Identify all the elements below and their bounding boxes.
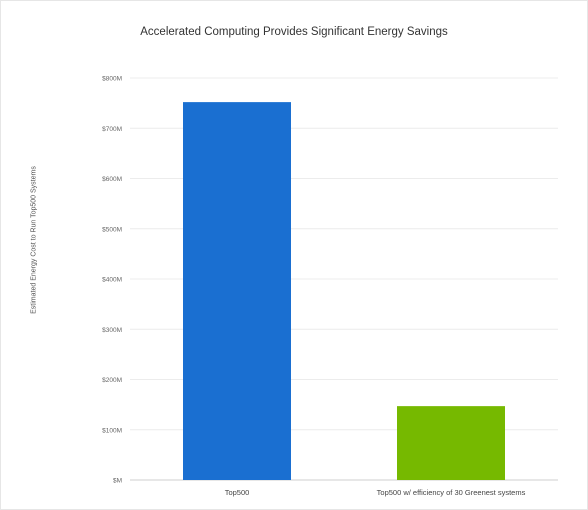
y-tick-label: $100M [102,427,122,434]
y-tick-label: $600M [102,176,122,183]
x-category-label: Top500 [225,488,250,497]
bar [397,406,505,480]
chart-title: Accelerated Computing Provides Significa… [140,26,448,38]
y-tick-label: $300M [102,327,122,334]
y-tick-label: $200M [102,377,122,384]
y-tick-label: $800M [102,76,122,83]
x-category-labels: Top500 Top500 w/ efficiency of 30 Greenes… [225,488,526,497]
bar [183,102,291,481]
bars [183,102,505,481]
y-tick-label: $500M [102,226,122,233]
x-category-label: Top500 w/ efficiency of 30 Greenest syst… [377,488,526,497]
y-tick-labels: $M $100M $200M $300M $400M $500M $600M $700M $80… [102,76,122,485]
y-tick-label: $400M [102,277,122,284]
y-tick-label: $M [113,478,122,485]
y-tick-label: $700M [102,126,122,133]
